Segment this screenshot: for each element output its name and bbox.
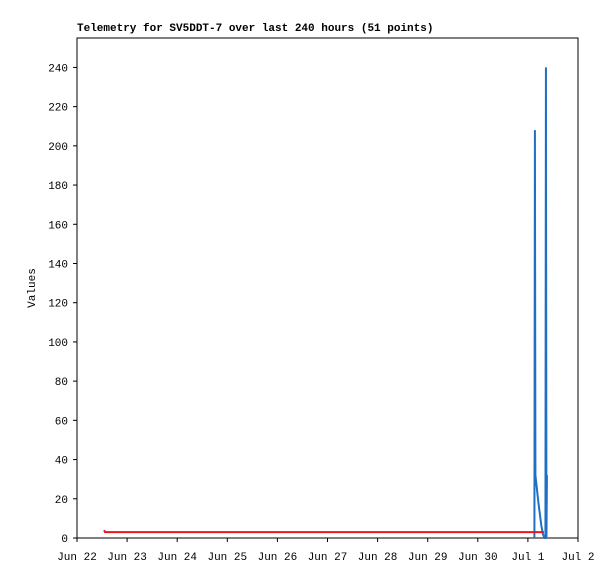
y-tick-label: 200 xyxy=(48,142,68,154)
data-line xyxy=(103,529,544,534)
y-tick-label: 0 xyxy=(61,534,68,546)
x-tick-label: Jun 27 xyxy=(308,552,348,564)
x-tick-label: Jun 30 xyxy=(458,552,498,564)
x-tick-label: Jun 24 xyxy=(157,552,197,564)
y-axis-label: Values xyxy=(27,268,39,308)
y-tick-label: 40 xyxy=(55,456,68,468)
y-tick-label: 220 xyxy=(48,103,68,115)
x-tick-label: Jul 1 xyxy=(511,552,544,564)
y-tick-label: 140 xyxy=(48,259,68,271)
y-tick-label: 20 xyxy=(55,495,68,507)
plot-frame xyxy=(76,37,579,539)
y-tick-label: 240 xyxy=(48,63,68,75)
x-tick-label: Jun 26 xyxy=(258,552,298,564)
y-tick-label: 60 xyxy=(55,416,68,428)
y-tick-label: 80 xyxy=(55,377,68,389)
y-tick-label: 120 xyxy=(48,299,68,311)
x-tick-label: Jun 25 xyxy=(207,552,247,564)
y-tick-label: 160 xyxy=(48,220,68,232)
chart-title: Telemetry for SV5DDT-7 over last 240 hou… xyxy=(77,23,433,35)
data-line xyxy=(533,67,548,539)
y-tick-label: 180 xyxy=(48,181,68,193)
x-tick-label: Jun 28 xyxy=(358,552,398,564)
x-tick-label: Jun 23 xyxy=(107,552,147,564)
x-tick-label: Jun 29 xyxy=(408,552,448,564)
x-tick-label: Jun 22 xyxy=(57,552,97,564)
x-tick-label: Jul 2 xyxy=(561,552,594,564)
y-tick-label: 100 xyxy=(48,338,68,350)
